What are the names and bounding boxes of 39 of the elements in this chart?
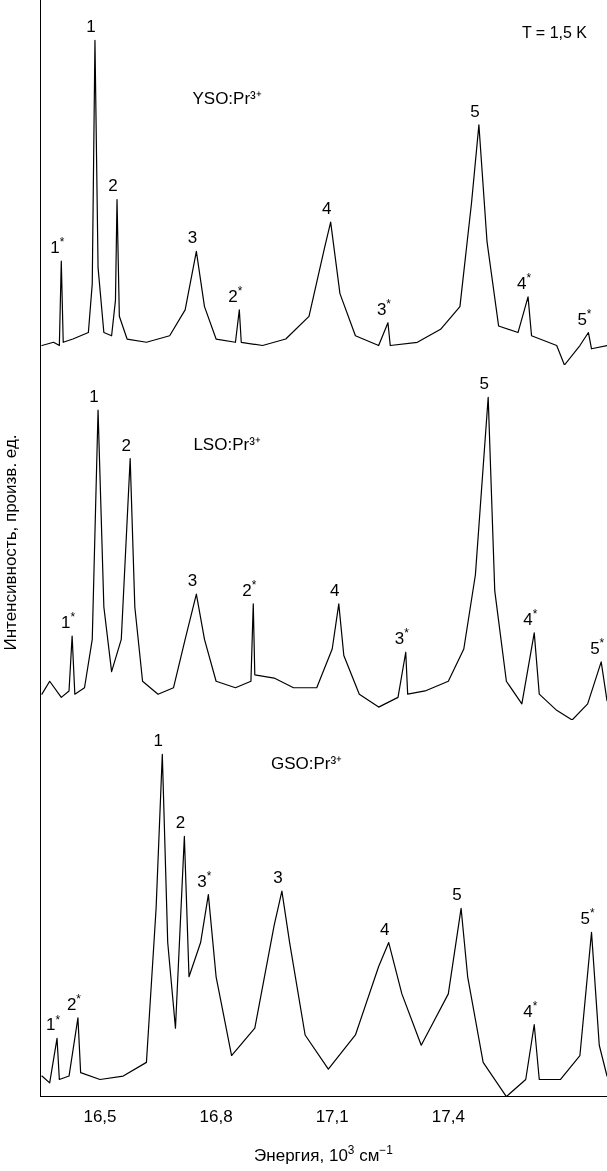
annotation: T = 1,5 K <box>521 24 588 41</box>
text: YSO:Pr³⁺ <box>192 89 262 109</box>
annotation: 1 <box>89 387 99 407</box>
x-tick-label: 16,8 <box>199 1107 233 1127</box>
annotation: 1 <box>153 731 164 751</box>
annotation: 5 <box>470 101 480 121</box>
x-tick-label: 17,1 <box>315 1107 349 1127</box>
annotation: 3 <box>187 228 198 248</box>
annotation: 3* <box>376 297 392 319</box>
text: LSO:Pr³⁺ <box>193 435 261 455</box>
annotation: 3* <box>394 626 410 649</box>
annotation: 5 <box>479 374 489 394</box>
x-tick-label: 16,5 <box>83 1107 117 1127</box>
annotation: 3 <box>187 571 198 591</box>
annotation: 2* <box>228 284 243 306</box>
annotation: 1 <box>86 17 96 37</box>
annotation: 2* <box>66 992 82 1014</box>
annotation: 4 <box>379 919 390 939</box>
annotation: 5* <box>580 906 595 929</box>
annotation: 4* <box>523 998 538 1021</box>
annotation: 3* <box>197 868 212 891</box>
annotation: 2 <box>121 435 131 455</box>
annotation: 5* <box>590 636 605 658</box>
annotation: 2 <box>108 176 118 196</box>
annotation: 2 <box>175 813 186 833</box>
annotation: 1* <box>50 235 65 258</box>
annotation: 4* <box>517 271 532 293</box>
annotation: 4 <box>321 199 332 219</box>
x-tick-label: 17,4 <box>431 1107 465 1127</box>
chart-title: GSO:Pr³⁺ <box>270 753 343 773</box>
y-axis-title: Интенсивность, произв. ед. <box>1 434 20 651</box>
annotation: 1* <box>45 1012 61 1035</box>
annotation: 2* <box>242 578 257 600</box>
annotation: 4* <box>523 607 538 629</box>
annotation: 3 <box>273 868 283 888</box>
annotation: 5* <box>577 306 592 329</box>
annotation: 5 <box>452 885 462 905</box>
annotation: 1* <box>61 610 76 633</box>
annotation: 4 <box>330 580 340 600</box>
